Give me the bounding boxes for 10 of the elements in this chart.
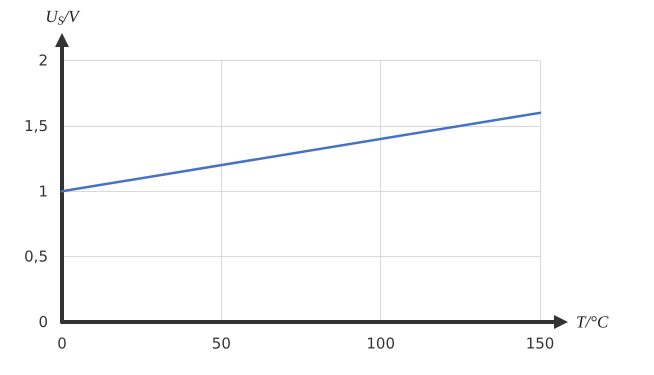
y-tick-label: 1 xyxy=(38,182,48,200)
x-tick-label: 150 xyxy=(526,334,554,352)
y-tick-label: 1,5 xyxy=(24,116,48,135)
y-tick-label: 0,5 xyxy=(24,248,48,266)
y-tick-label: 2 xyxy=(38,52,48,70)
x-tick-label: 0 xyxy=(57,334,67,352)
x-tick-label: 100 xyxy=(366,334,395,352)
x-tick-label: 50 xyxy=(212,334,231,352)
y-tick-label: 0 xyxy=(38,313,48,331)
x-axis-title: T/°C xyxy=(576,312,609,332)
